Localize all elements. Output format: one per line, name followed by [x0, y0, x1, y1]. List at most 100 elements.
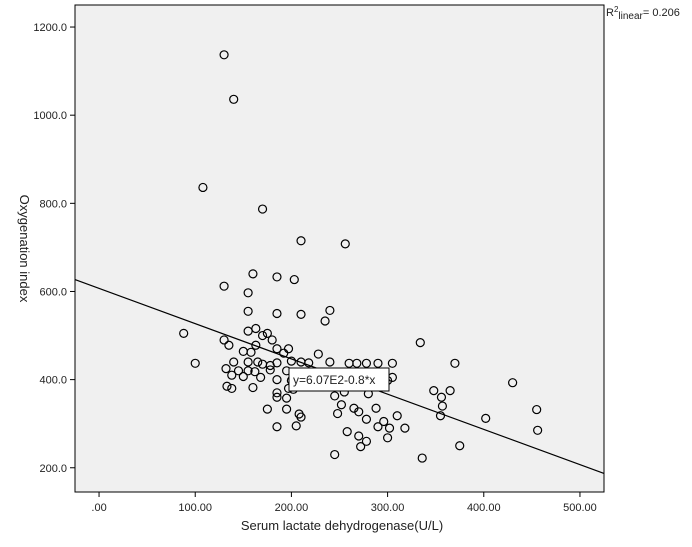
- data-point: [272, 308, 282, 319]
- data-point: [296, 236, 306, 246]
- data-point: [429, 386, 439, 396]
- data-point: [354, 407, 364, 417]
- data-point: [533, 425, 543, 435]
- data-point: [342, 427, 352, 437]
- x-tick-label: 500.00: [563, 502, 597, 514]
- y-axis-label: Oxygenation index: [17, 195, 32, 303]
- data-point: [267, 335, 277, 345]
- x-tick-label: .00: [91, 502, 106, 514]
- data-point: [330, 449, 340, 460]
- data-point: [361, 358, 372, 368]
- data-point: [248, 269, 258, 279]
- data-point: [272, 422, 282, 432]
- data-point: [256, 372, 266, 383]
- data-point: [219, 335, 229, 345]
- data-point: [253, 357, 263, 367]
- data-point: [219, 50, 229, 60]
- data-point: [262, 404, 272, 414]
- data-point: [272, 392, 282, 402]
- data-point: [371, 403, 381, 413]
- data-point: [455, 441, 465, 451]
- data-point: [257, 204, 268, 214]
- r2-value: = 0.206: [643, 7, 680, 19]
- data-point: [251, 340, 261, 350]
- data-point: [436, 392, 447, 402]
- data-point: [392, 411, 402, 421]
- y-tick-label: 1000.0: [33, 110, 67, 122]
- data-point: [417, 453, 427, 463]
- data-point: [190, 358, 200, 368]
- data-point: [221, 363, 231, 374]
- data-point: [243, 288, 253, 298]
- data-point: [250, 367, 260, 377]
- data-point: [233, 366, 244, 376]
- data-point: [508, 378, 518, 388]
- data-point: [272, 375, 282, 385]
- data-point: [373, 422, 383, 432]
- data-point: [330, 391, 340, 401]
- data-point: [387, 358, 397, 368]
- equation-annotation: y=6.07E2-0.8*x: [288, 367, 390, 392]
- data-point: [246, 347, 256, 357]
- data-point: [229, 357, 239, 367]
- data-point: [238, 371, 248, 382]
- data-point: [382, 433, 393, 443]
- y-tick-label: 1200.0: [33, 22, 67, 34]
- data-point: [272, 358, 282, 368]
- data-point: [282, 393, 292, 403]
- data-point: [340, 239, 350, 249]
- data-point: [227, 370, 237, 380]
- data-point: [313, 349, 323, 359]
- data-point: [352, 358, 362, 368]
- y-tick-label: 800.0: [39, 198, 67, 210]
- data-point: [361, 414, 372, 424]
- y-axis: 200.0 400.0 600.0 800.0 1000.0 1200.0: [33, 22, 75, 475]
- data-point: [272, 272, 282, 282]
- data-point: [373, 358, 383, 368]
- data-point: [304, 358, 314, 368]
- x-tick-label: 300.00: [371, 502, 405, 514]
- data-point: [289, 274, 299, 285]
- data-point: [243, 306, 253, 316]
- x-axis-label: Serum lactate dehydrogenase(U/L): [241, 518, 443, 533]
- data-point: [257, 330, 268, 341]
- data-point: [320, 316, 330, 326]
- y-tick-label: 400.0: [39, 375, 67, 387]
- data-point: [179, 328, 189, 338]
- data-point: [272, 388, 282, 398]
- data-point: [379, 416, 389, 427]
- data-point: [384, 423, 395, 433]
- data-point: [243, 326, 253, 336]
- equation-box: [288, 367, 390, 392]
- points-layer: [179, 50, 543, 463]
- data-point: [445, 386, 455, 396]
- x-tick-label: 100.00: [178, 502, 212, 514]
- data-point: [296, 412, 306, 422]
- data-point: [198, 182, 208, 193]
- data-point: [265, 365, 275, 375]
- y-tick-label: 600.0: [39, 286, 67, 298]
- data-point: [282, 404, 292, 414]
- data-point: [354, 431, 364, 441]
- data-point: [325, 305, 335, 316]
- x-tick-label: 200.00: [275, 502, 309, 514]
- data-point: [222, 381, 232, 391]
- r2-subscript: linear: [618, 11, 643, 22]
- data-point: [332, 408, 343, 419]
- data-point: [437, 401, 448, 411]
- data-point: [291, 421, 301, 431]
- data-point: [229, 94, 239, 104]
- data-point: [224, 340, 234, 350]
- data-point: [400, 423, 410, 433]
- equation-label: y=6.07E2-0.8*x: [293, 373, 375, 387]
- data-point: [435, 411, 446, 421]
- r2-superscript: 2: [614, 5, 619, 14]
- data-point: [296, 309, 306, 319]
- data-point: [286, 356, 297, 366]
- data-point: [325, 357, 335, 367]
- data-point: [361, 436, 372, 446]
- data-point: [262, 328, 272, 338]
- data-point: [336, 400, 347, 410]
